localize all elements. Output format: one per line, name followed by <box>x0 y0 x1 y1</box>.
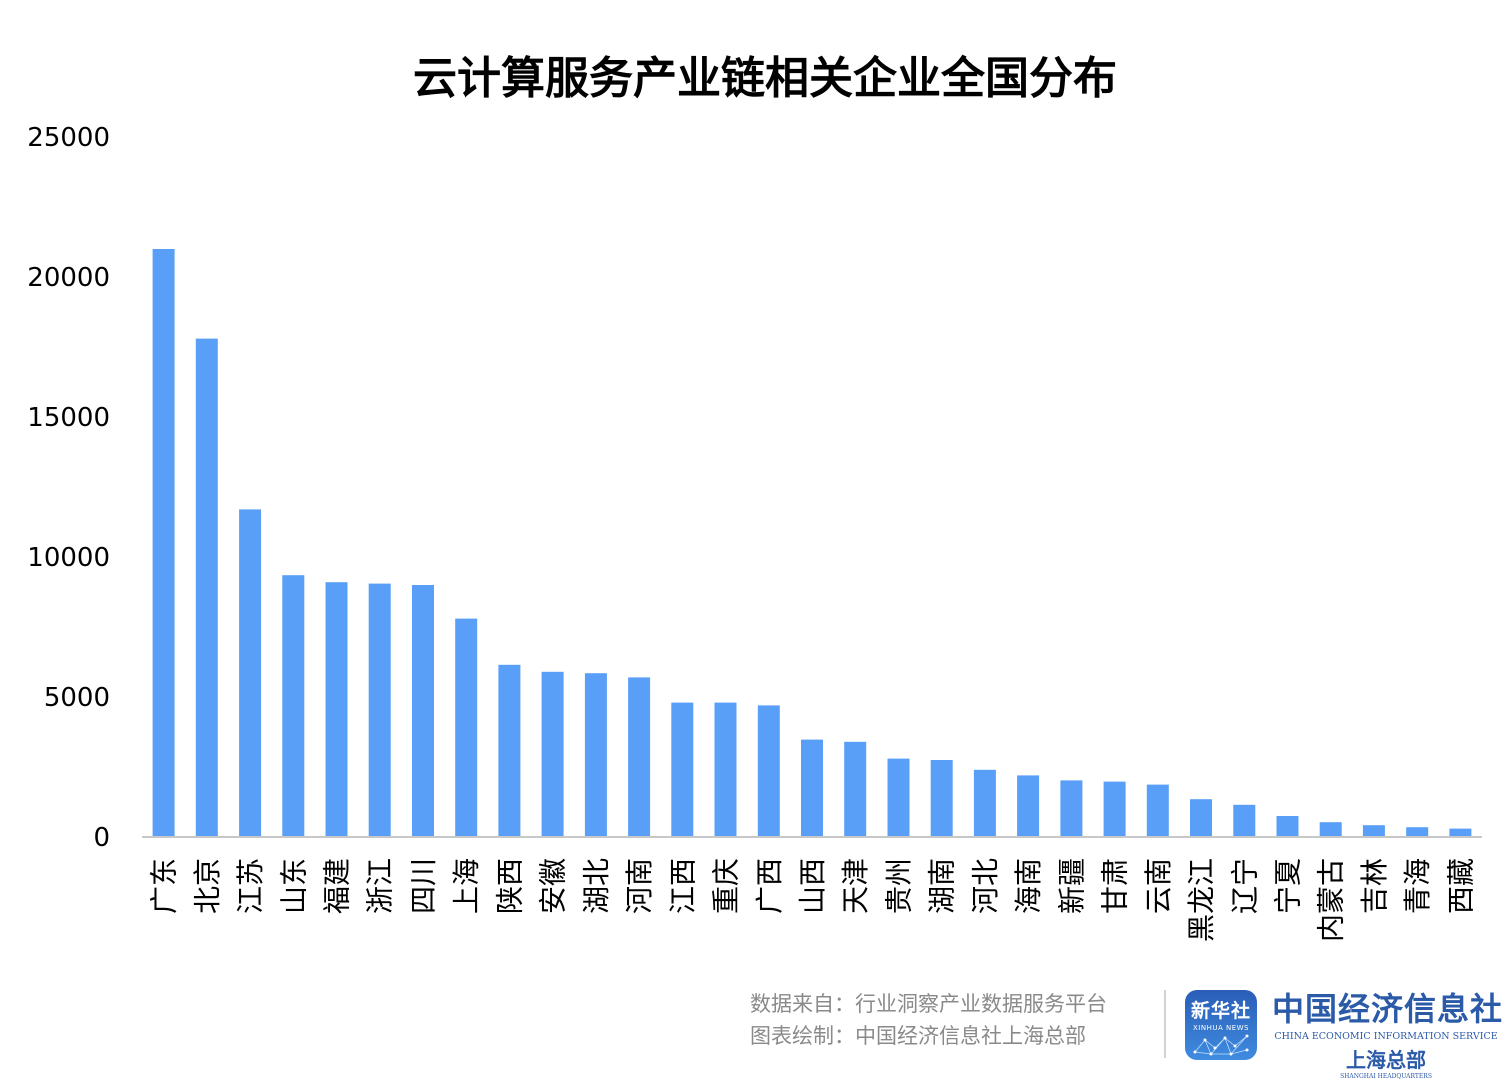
x-tick-label: 吉林 <box>1358 858 1391 914</box>
x-tick-label: 甘肃 <box>1099 858 1132 914</box>
bar <box>887 758 910 837</box>
x-tick-label: 广东 <box>148 858 181 914</box>
bar <box>1319 822 1342 837</box>
bar <box>1276 816 1299 837</box>
bar <box>801 739 823 837</box>
bar <box>152 249 175 837</box>
bar <box>498 664 521 837</box>
bar <box>1060 780 1083 837</box>
x-tick-label: 黑龙江 <box>1185 858 1218 942</box>
bar <box>1406 827 1429 837</box>
x-tick-label: 浙江 <box>364 858 397 914</box>
bar <box>412 585 434 837</box>
bar <box>1449 828 1472 837</box>
bar <box>325 582 348 837</box>
bar <box>757 705 780 837</box>
x-tick-label: 湖南 <box>926 858 959 914</box>
bar <box>1017 775 1040 837</box>
x-tick-label: 内蒙古 <box>1315 858 1348 942</box>
x-tick-label: 河南 <box>623 858 656 914</box>
bar <box>282 575 305 837</box>
x-tick-label: 云南 <box>1142 858 1175 914</box>
bar <box>368 583 391 837</box>
x-tick-label: 福建 <box>321 858 354 914</box>
x-tick-label: 北京 <box>191 858 224 914</box>
xinhua-logo-text: 新华社 <box>1190 1000 1251 1022</box>
x-tick-label: 山西 <box>796 858 829 914</box>
bar <box>973 769 996 837</box>
x-tick-label: 海南 <box>1012 858 1045 914</box>
bar <box>584 673 607 837</box>
cei-logo-en: CHINA ECONOMIC INFORMATION SERVICE <box>1274 1031 1498 1042</box>
bar <box>714 702 737 837</box>
bar <box>1362 825 1385 837</box>
y-tick-label: 25000 <box>27 123 110 153</box>
y-tick-label: 20000 <box>27 263 110 293</box>
x-tick-label: 陕西 <box>493 858 526 914</box>
bar <box>1190 799 1212 837</box>
bar <box>1103 781 1126 837</box>
x-tick-label: 湖北 <box>580 858 613 914</box>
bar <box>455 618 478 837</box>
x-tick-label: 贵州 <box>883 858 916 914</box>
xinhua-logo-icon: 新华社 XINHUA NEWS <box>1185 990 1257 1060</box>
y-tick-label: 15000 <box>27 403 110 433</box>
chart-title: 云计算服务产业链相关企业全国分布 <box>413 53 1117 104</box>
bar-series <box>152 249 1472 837</box>
bar <box>1146 784 1169 837</box>
bar <box>628 677 651 837</box>
bar <box>930 760 953 837</box>
cei-logo-shanghai: 上海总部 <box>1346 1048 1426 1072</box>
x-tick-label: 青海 <box>1401 858 1434 914</box>
y-tick-label: 10000 <box>27 543 110 573</box>
xinhua-logo-subtext: XINHUA NEWS <box>1192 1024 1250 1032</box>
cei-logo-shanghai-en: SHANGHAI HEADQUARTERS <box>1340 1073 1432 1080</box>
x-tick-label: 山东 <box>277 858 310 914</box>
credit-line: 图表绘制：中国经济信息社上海总部 <box>750 1024 1086 1048</box>
x-tick-label: 天津 <box>839 858 872 914</box>
network-graphic-icon <box>1193 1034 1249 1056</box>
cei-logo-cn: 中国经济信息社 <box>1272 990 1504 1028</box>
source-line: 数据来自：行业洞察产业数据服务平台 <box>750 992 1107 1016</box>
bar <box>844 741 867 837</box>
x-tick-label: 重庆 <box>710 858 743 914</box>
y-axis: 0 5000 10000 15000 20000 25000 <box>27 123 110 853</box>
x-tick-label: 新疆 <box>1055 858 1088 914</box>
x-tick-label: 四川 <box>407 858 440 914</box>
bar <box>671 702 694 837</box>
x-tick-label: 西藏 <box>1444 858 1477 914</box>
footer-source: 数据来自：行业洞察产业数据服务平台 图表绘制：中国经济信息社上海总部 <box>750 988 1107 1052</box>
bar <box>541 671 564 837</box>
y-tick-label: 0 <box>93 823 110 853</box>
footer-divider <box>1164 990 1166 1058</box>
cei-logo: 中国经济信息社 CHINA ECONOMIC INFORMATION SERVI… <box>1272 984 1504 1080</box>
bar <box>1233 804 1256 837</box>
y-tick-label: 5000 <box>44 683 110 713</box>
x-tick-label: 安徽 <box>537 858 570 914</box>
x-axis: 广东 北京 江苏 山东 福建 浙江 四川 上海 陕西 安徽 湖北 河南 江西 重庆 广西 山西 天津 贵州 湖南 河北… <box>148 858 1478 942</box>
x-tick-label: 辽宁 <box>1228 858 1261 914</box>
x-tick-label: 宁夏 <box>1272 858 1305 914</box>
x-tick-label: 江西 <box>666 858 699 914</box>
x-tick-label: 江苏 <box>234 858 267 914</box>
bar <box>239 509 262 837</box>
x-tick-label: 河北 <box>969 858 1002 914</box>
x-tick-label: 上海 <box>450 858 483 914</box>
x-tick-label: 广西 <box>753 858 786 914</box>
bar <box>195 338 218 837</box>
